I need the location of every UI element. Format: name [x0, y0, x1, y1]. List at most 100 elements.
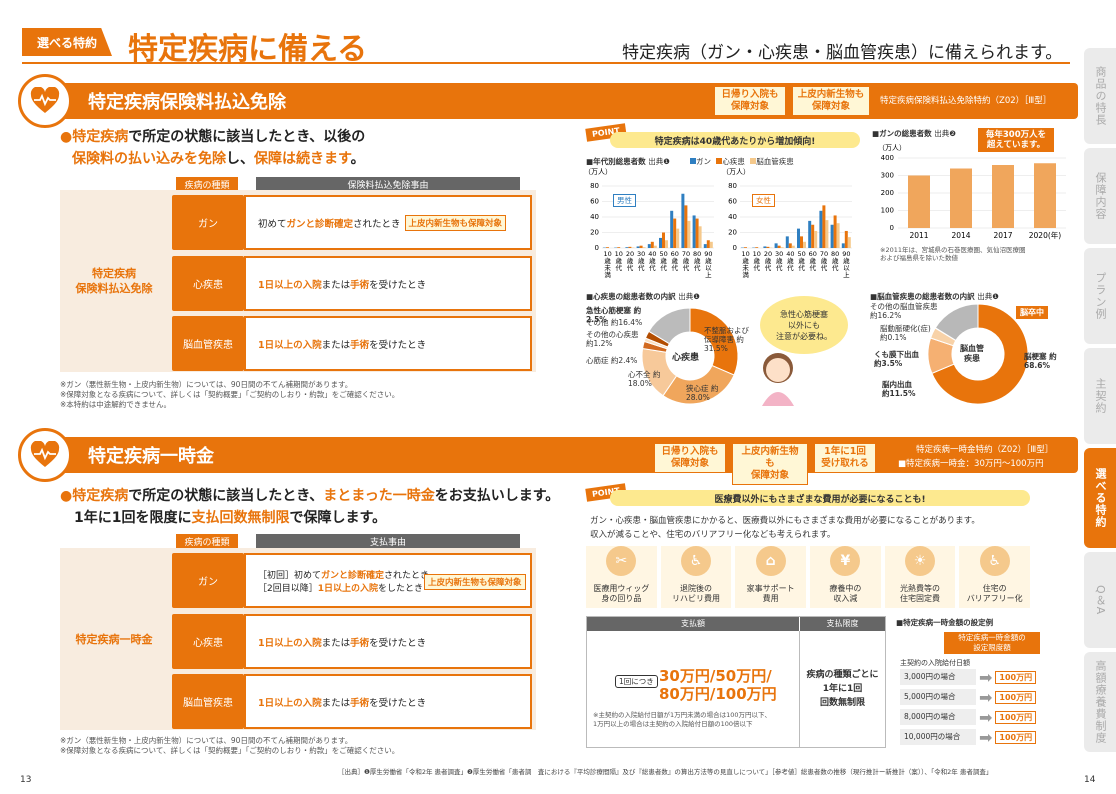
- bar: [703, 244, 707, 248]
- bar: [814, 230, 818, 248]
- x-tick: 20 歳代: [764, 250, 772, 272]
- example-sub: 主契約の入院給付日額: [900, 659, 970, 667]
- sec2-reason-stroke: 1日以上の入院 または 手術 を受けたとき: [244, 674, 532, 729]
- section1-rider: 特定疾病保険料払込免除特約（Z02）［Ⅲ型］: [880, 96, 1052, 106]
- sec1-reason-heart: 1日以上の入院 または 手術 を受けたとき: [244, 256, 532, 311]
- section2-lead: ●特定疾病で所定の状態に該当したとき、まとまった一時金をお支払いします。 1年に…: [60, 488, 560, 526]
- example-row: 5,000円の場合 ➡ 100万円: [900, 688, 1040, 707]
- x-tick: 30 歳代: [637, 250, 645, 272]
- bar: [800, 236, 803, 248]
- sec2-th-disease: 疾病の種類: [176, 534, 238, 548]
- point2-title: 医療費以外にもさまざまな費用が必要になることも!: [610, 490, 1030, 506]
- pie-slice: [931, 303, 1029, 405]
- heart-label-other: その他 約16.4%: [586, 318, 643, 327]
- sec1-disease-stroke: 脳血管疾患: [172, 316, 244, 371]
- tab-coverage[interactable]: 保障内容: [1084, 148, 1116, 244]
- sec2-disease-cancer: ガン: [172, 553, 244, 608]
- bar: [744, 247, 747, 248]
- bar: [847, 237, 851, 248]
- bar: [811, 224, 815, 248]
- pie-slice: [934, 303, 979, 342]
- x-tick: 40 歳代: [648, 250, 656, 272]
- x-tick: 90 歳以上: [704, 250, 712, 279]
- sec1-reason-cancer: 初めて ガンと診断確定 されたとき 上皮内新生物も保障対象: [244, 195, 532, 250]
- x-tick: 50 歳代: [659, 250, 667, 272]
- y-tick: 40: [590, 213, 599, 221]
- tab-riders[interactable]: 選べる特約: [1084, 448, 1116, 548]
- bar: [763, 246, 767, 248]
- heart-label-arr: 不整脈および伝導障害 約31.5%: [704, 326, 749, 353]
- section1-lead: ●特定疾病で所定の状態に該当したとき、以後の 保険料の払い込みを免除し、保障は続…: [60, 129, 366, 167]
- x-tick: 70 歳代: [682, 250, 690, 272]
- heart-pie-center: 心疾患: [672, 353, 700, 363]
- age-chart-legend: ガン 心疾患 脳血管疾患: [690, 156, 794, 167]
- payment-th-amount: 支払額: [681, 619, 705, 628]
- cost-rehab: ♿ 退院後の リハビリ費用: [660, 546, 732, 608]
- tab-plan[interactable]: プラン例: [1084, 248, 1116, 344]
- y-tick: 80: [590, 182, 599, 190]
- y-tick: 0: [733, 244, 737, 252]
- bar: [639, 245, 643, 248]
- female-label: 女性: [752, 194, 775, 207]
- example-head: 特定疾病一時金額の 設定限度額: [944, 632, 1040, 654]
- y-tick: 60: [590, 198, 599, 206]
- bar: [650, 241, 654, 248]
- bar: [803, 241, 806, 248]
- section2-bar: 特定疾病一時金: [30, 437, 1078, 473]
- sec1-disease-heart: 心疾患: [172, 256, 244, 311]
- x-tick: 30 歳代: [775, 250, 783, 272]
- example-row: 8,000円の場合 ➡ 100万円: [900, 708, 1040, 727]
- bar: [788, 243, 792, 248]
- bar: [647, 244, 651, 248]
- cost-wig: ✂ 医療用ウィッグ 身の回り品: [586, 546, 657, 608]
- x-tick: 60 歳代: [671, 250, 679, 272]
- bar: [780, 247, 784, 248]
- stroke-label-other: その他の脳血管疾患 約16.2%: [870, 302, 938, 320]
- bar: [766, 246, 770, 248]
- payment-amount-2: 80万円/100万円: [659, 685, 777, 703]
- heart-icon: [18, 74, 72, 128]
- bar: [833, 215, 837, 248]
- y-tick: 300: [881, 172, 894, 180]
- header-tag: 選べる特約: [22, 28, 112, 56]
- bar: [665, 240, 668, 248]
- x-tick: 80 歳代: [831, 250, 839, 272]
- bar: [785, 236, 789, 248]
- bar: [797, 228, 800, 248]
- tab-features[interactable]: 商品の特長: [1084, 48, 1116, 144]
- sec1-th-disease: 疾病の種類: [176, 177, 238, 191]
- y-unit: （万人）: [878, 144, 906, 152]
- x-tick: 20 歳代: [626, 250, 634, 272]
- x-tick: 10 歳未満: [603, 250, 611, 279]
- sec2-reason-heart: 1日以上の入院 または 手術 を受けたとき: [244, 614, 532, 669]
- x-tick: 60 歳代: [809, 250, 817, 272]
- cost-housework: ⌂ 家事サポート 費用: [735, 546, 807, 608]
- bar: [908, 175, 930, 228]
- payment-per: 1回につき: [615, 675, 658, 688]
- bar: [653, 245, 657, 248]
- footer-source: ［出典］❶厚生労働省「令和2年 患者調査」❷厚生労働省「患者調 査における『平均…: [338, 768, 993, 776]
- bar: [844, 230, 848, 248]
- heart-label-hf: 心不全 約18.0%: [628, 370, 661, 388]
- pie-slice: [689, 307, 739, 376]
- tab-main[interactable]: 主契約: [1084, 348, 1116, 444]
- sec2-disease-stroke: 脳血管疾患: [172, 674, 244, 729]
- bar: [706, 240, 710, 248]
- point2-desc: ガン・心疾患・脳血管疾患にかかると、医療費以外にもさまざまな費用が必要になること…: [590, 516, 980, 540]
- total-callout: 毎年300万人を 超えています。: [978, 128, 1054, 152]
- pie-slice: [648, 307, 691, 345]
- x-tick: 2011: [909, 231, 928, 240]
- cost-income: ¥ 療養中の 収入減: [810, 546, 881, 608]
- bar: [662, 232, 665, 248]
- y-tick: 100: [881, 207, 894, 215]
- tab-high-cost[interactable]: 高額療養費制度: [1084, 652, 1116, 752]
- tab-qa[interactable]: Q＆A: [1084, 552, 1116, 648]
- bar: [692, 215, 696, 248]
- stroke-pie-center: 脳血管 疾患: [960, 344, 984, 363]
- sec1-notes: ※ガン（悪性新生物・上皮内新生物）については、90日間の不てん補期間があります。…: [60, 380, 400, 409]
- y-tick: 0: [595, 244, 599, 252]
- section2-rider: 特定疾病一時金特約（Z02）［Ⅲ型］: [916, 445, 1054, 455]
- sec1-left-label: 特定疾病 保険料払込免除: [60, 190, 168, 372]
- y-tick: 0: [890, 224, 894, 232]
